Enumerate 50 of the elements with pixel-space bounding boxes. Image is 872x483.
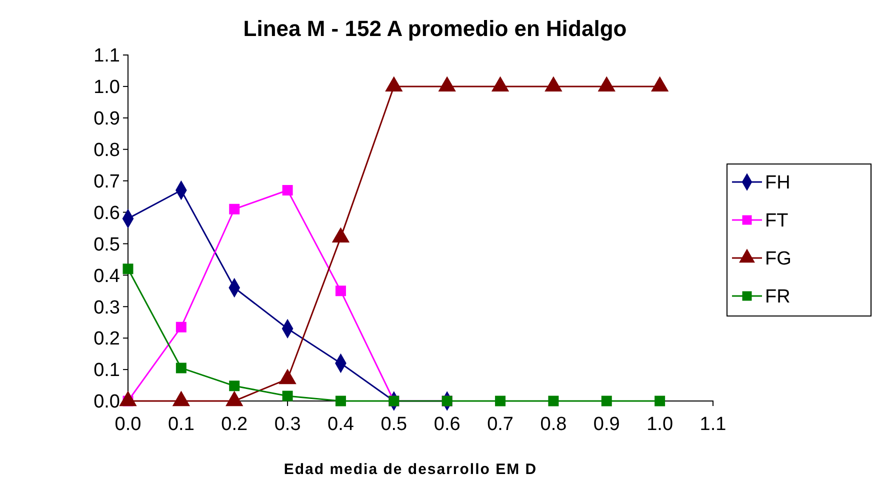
x-tick-label: 0.0 (114, 414, 142, 435)
point (229, 380, 240, 392)
x-tick-label: 0.9 (593, 414, 620, 435)
x-tick-label: 1.0 (646, 414, 674, 435)
point (229, 204, 240, 214)
point (282, 390, 293, 402)
x-tick-label: 0.2 (221, 414, 248, 435)
point (335, 396, 346, 406)
y-tick-label: 1.0 (94, 77, 120, 98)
chart-title: Linea M - 152 A promedio en Hidalgo (243, 16, 627, 41)
y-tick-label: 0.1 (94, 360, 120, 382)
point (495, 396, 506, 406)
point (335, 286, 346, 296)
y-tick-label: 0.7 (94, 171, 120, 192)
x-tick-label: 0.6 (434, 414, 460, 435)
legend-label: FR (765, 286, 790, 308)
point (492, 76, 509, 92)
point (282, 185, 293, 196)
y-tick-label: 0.2 (94, 328, 120, 350)
y-tick-label: 0.9 (94, 108, 120, 130)
point (176, 322, 186, 332)
x-axis-title: Edad media de desarrollo EM D (284, 461, 538, 478)
x-tick-label: 0.3 (274, 414, 301, 435)
y-tick-label: 0.3 (94, 297, 120, 318)
y-tick-label: 0.5 (94, 234, 120, 256)
point (651, 76, 668, 92)
point (332, 228, 350, 243)
point (122, 264, 134, 274)
x-tick-label: 0.7 (487, 414, 514, 435)
x-tick-label: 0.5 (380, 414, 408, 435)
point (544, 76, 562, 92)
point (438, 76, 456, 92)
legend-label: FG (765, 248, 792, 270)
x-tick-label: 1.1 (700, 414, 726, 435)
point (176, 362, 186, 374)
x-tick-label: 0.4 (328, 414, 354, 435)
point (601, 396, 612, 406)
x-tick-label: 0.1 (168, 414, 194, 435)
point (548, 396, 559, 406)
legend-label: FH (765, 172, 790, 194)
y-tick-label: 0.8 (94, 140, 120, 162)
point (598, 76, 616, 92)
legend-label: FT (765, 210, 789, 232)
y-tick-label: 0.4 (94, 266, 120, 287)
y-tick-label: 0.6 (94, 202, 120, 224)
x-tick-label: 0.8 (540, 414, 567, 435)
y-tick-label: 0.0 (94, 392, 120, 413)
point (654, 396, 666, 406)
y-tick-label: 1.1 (94, 46, 120, 67)
point (385, 76, 402, 92)
